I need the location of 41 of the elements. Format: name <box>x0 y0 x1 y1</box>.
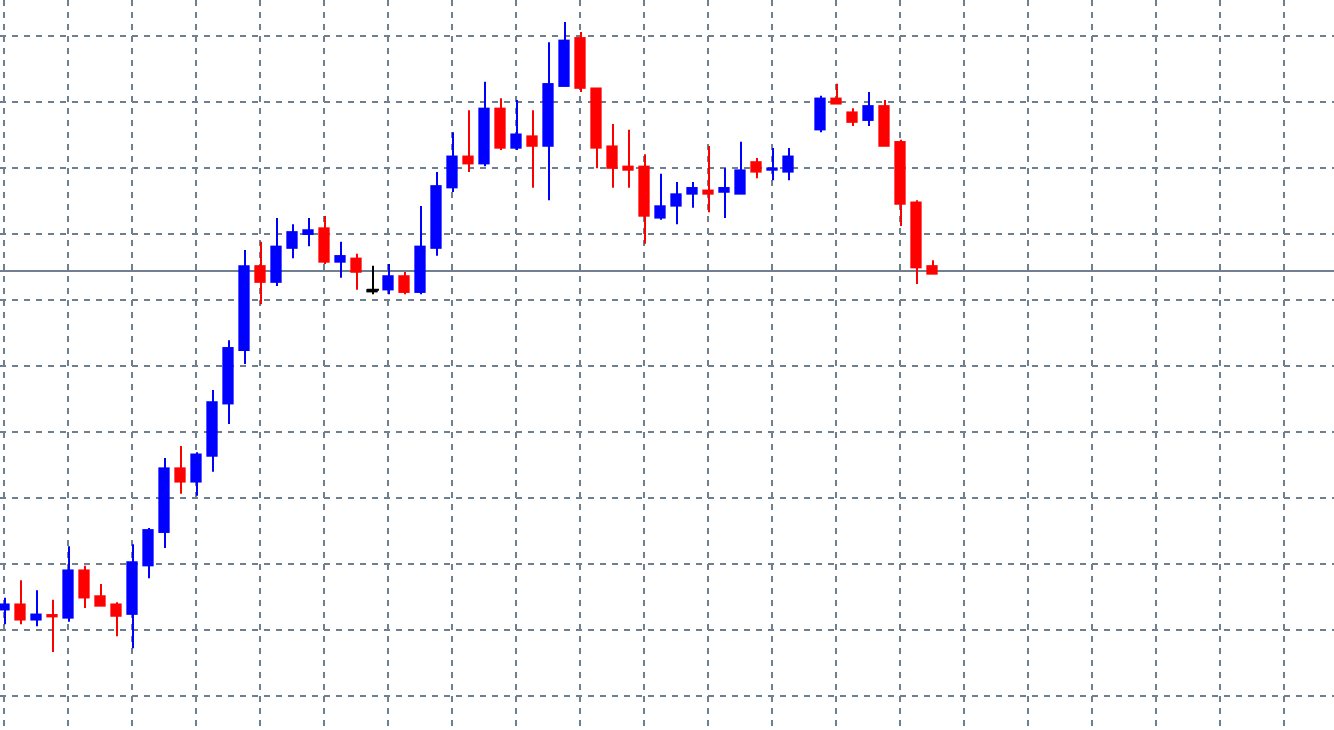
candlestick <box>350 252 362 291</box>
candlestick <box>782 147 794 182</box>
candlestick <box>462 109 474 173</box>
candlestick <box>302 216 314 248</box>
candlestick <box>46 598 58 653</box>
candlestick <box>670 181 682 226</box>
candlestick <box>14 579 26 626</box>
candlestick <box>814 94 826 134</box>
candlestick <box>878 99 890 148</box>
candlestick <box>558 21 570 88</box>
candlestick <box>414 204 426 296</box>
candlestick <box>78 564 90 609</box>
candlestick <box>398 271 410 296</box>
candlestick <box>270 216 282 287</box>
candlestick <box>606 123 618 189</box>
candlestick <box>254 240 266 306</box>
candlestick <box>286 223 298 260</box>
candlestick <box>702 145 714 214</box>
candlestick <box>862 90 874 127</box>
candlestick <box>734 140 746 195</box>
candlestick <box>190 451 202 497</box>
candlestick <box>526 109 538 189</box>
candlestick <box>750 157 762 180</box>
candlestick <box>334 240 346 279</box>
candlestick <box>494 97 506 151</box>
candlestick <box>142 526 154 580</box>
candlestick <box>510 99 522 151</box>
candlestick <box>622 128 634 189</box>
candlestick <box>0 596 10 626</box>
candlestick <box>446 131 458 194</box>
candlestick <box>654 172 666 221</box>
candlestick <box>110 601 122 638</box>
candlestick <box>830 82 842 105</box>
candlestick <box>174 444 186 495</box>
candlestick <box>718 167 730 219</box>
candlestick <box>686 181 698 209</box>
candlestick <box>382 262 394 296</box>
candlestick <box>766 147 778 182</box>
candlestick <box>318 215 330 265</box>
candlestick <box>30 589 42 628</box>
candlestick <box>94 582 106 608</box>
